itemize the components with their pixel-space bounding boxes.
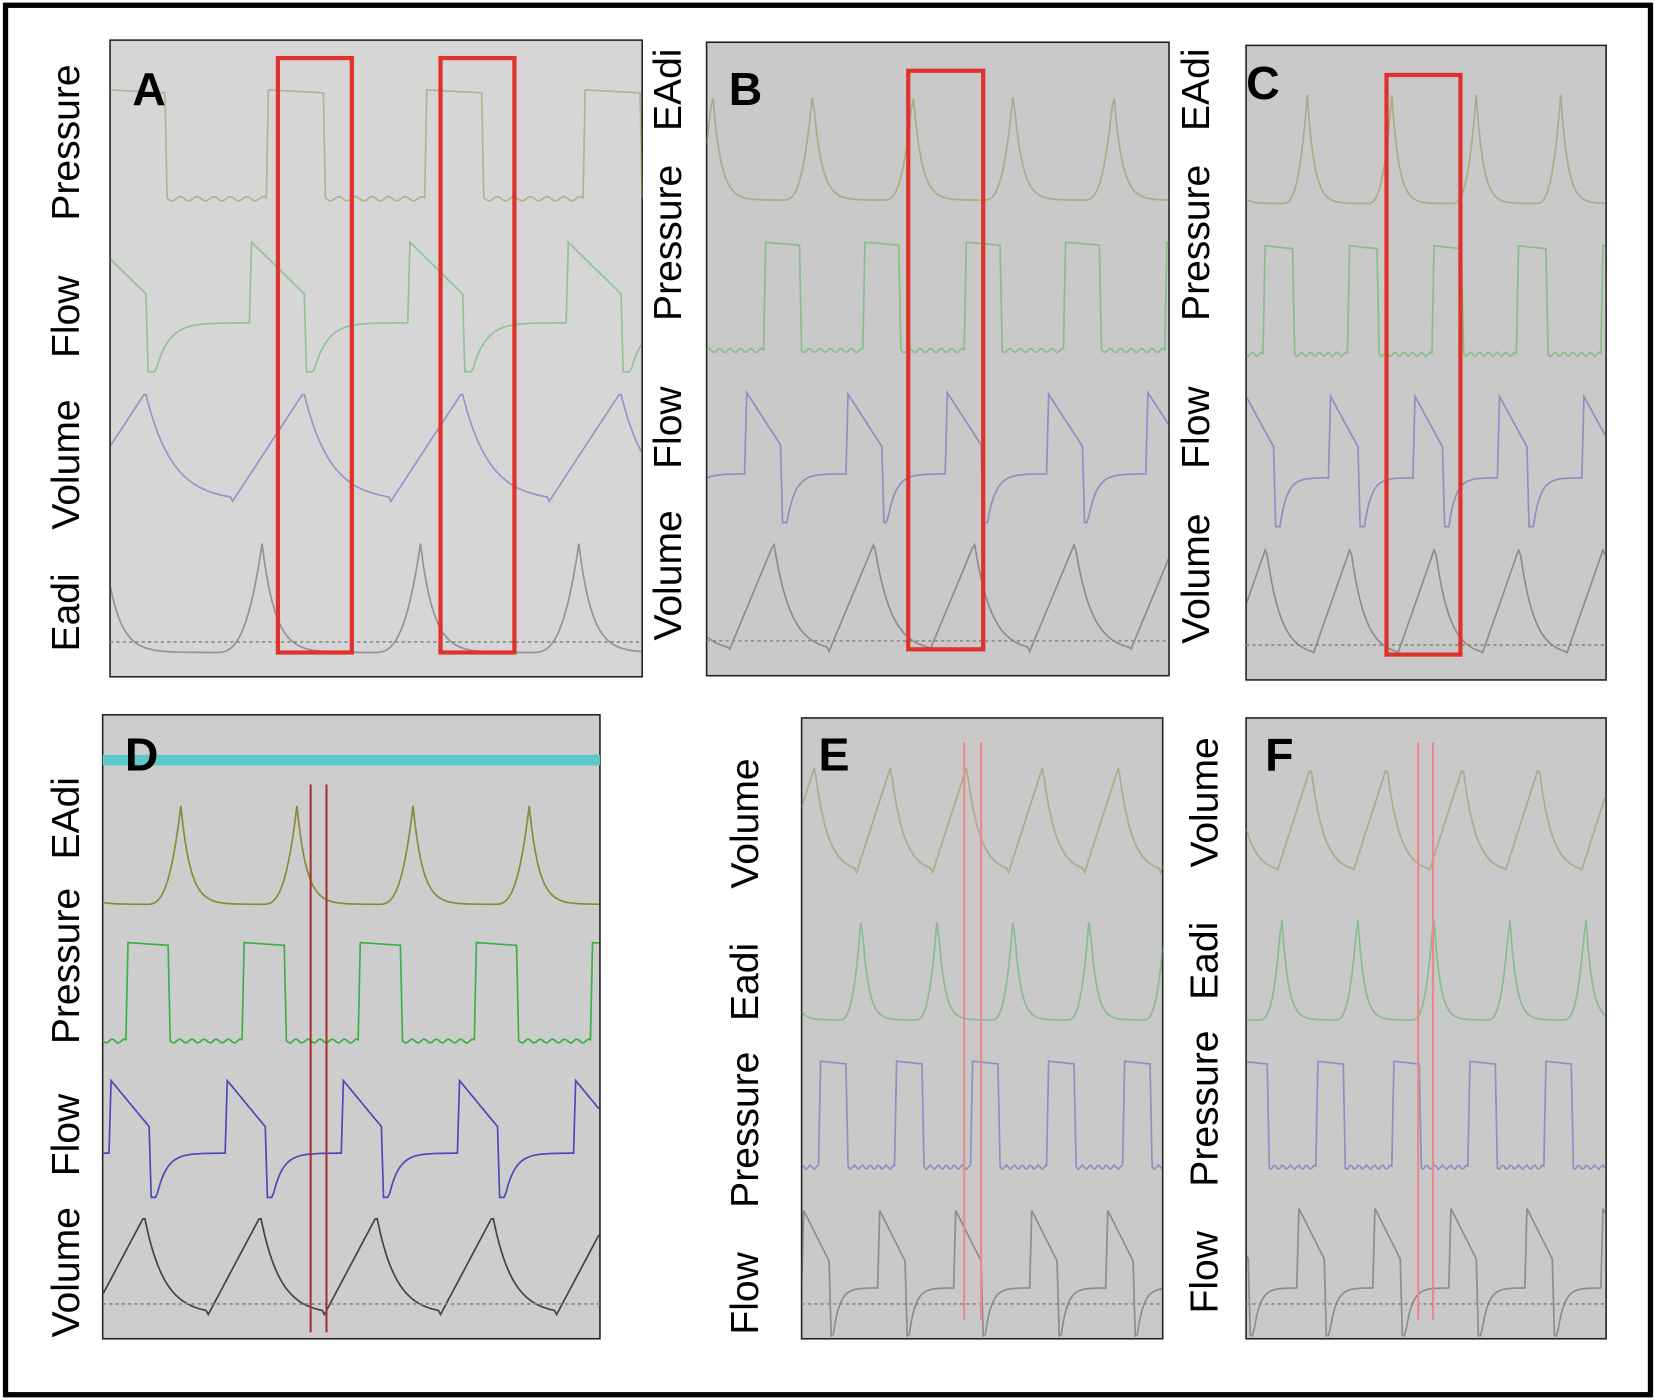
waveform [706,241,1170,354]
waveform [1246,920,1606,1021]
panel-background [1245,717,1607,1340]
waveform [1245,244,1606,358]
panel-letter: A [132,63,166,115]
panel-background [1245,44,1607,681]
trace-label: Flow [724,1251,767,1334]
trace-label: Eadi [1183,922,1226,1000]
trace-label: Flow [647,386,690,469]
trace-label: EAdi [647,49,690,131]
trace-label: Eadi [724,943,767,1021]
trace-label: Flow [1175,386,1218,469]
trace-label: Pressure [647,165,690,321]
trace-label: EAdi [1175,49,1218,131]
waveform [110,88,644,202]
trace-label: Flow [45,1093,88,1176]
trace-label: Pressure [724,1052,767,1208]
trace-label: Volume [1183,737,1226,867]
waveform [101,1217,600,1317]
waveform [1245,393,1606,528]
waveform [1245,1208,1606,1337]
trace-label: Volume [1175,513,1218,643]
highlight-box [438,55,517,655]
trace-label: Volume [45,1207,88,1337]
panel: F Volume Eadi Pressure Flow [1183,717,1607,1340]
trace-label: Pressure [1175,165,1218,321]
waveform [102,941,599,1044]
waveform [1245,547,1606,654]
waveform [109,393,643,504]
waveform [1245,94,1606,205]
waveform [706,542,1170,654]
panel: E Volume Eadi Pressure Flow [724,717,1164,1340]
panel-background [101,713,601,1340]
panel: B EAdi Pressure Flow Volume [647,41,1170,677]
panel: C EAdi Pressure Flow Volume [1175,44,1607,681]
trace-label: Pressure [45,888,88,1044]
panel-background [705,41,1170,677]
panel: D EAdi Pressure Flow Volume [45,713,601,1340]
panel-letter: F [1265,728,1293,780]
trace-label: Flow [1183,1230,1226,1313]
highlight-box [1384,72,1463,657]
waveform [102,805,599,906]
panel-letter: C [1246,57,1280,109]
waveform [1245,770,1606,871]
highlight-box [275,55,354,655]
waveform [109,240,643,373]
trace-label: Pressure [1183,1030,1226,1186]
waveform [706,389,1170,524]
waveform [705,97,1170,201]
panel-letter: E [818,728,849,780]
panel-letter: D [125,728,159,780]
trace-label: Eadi [45,573,88,651]
trace-label: Volume [647,510,690,640]
panel-letter: B [729,63,763,115]
waveform [1246,1060,1606,1171]
waveform [102,1078,600,1199]
cyan-bar [102,754,600,766]
trace-label: Volume [724,758,767,888]
trace-label: EAdi [45,777,88,859]
trace-label: Flow [45,275,88,358]
panel-background [109,39,643,678]
highlight-box [906,68,986,652]
trace-label: Pressure [45,64,88,220]
panel: A Pressure Flow Volume Eadi [45,39,644,678]
trace-label: Volume [45,399,88,529]
